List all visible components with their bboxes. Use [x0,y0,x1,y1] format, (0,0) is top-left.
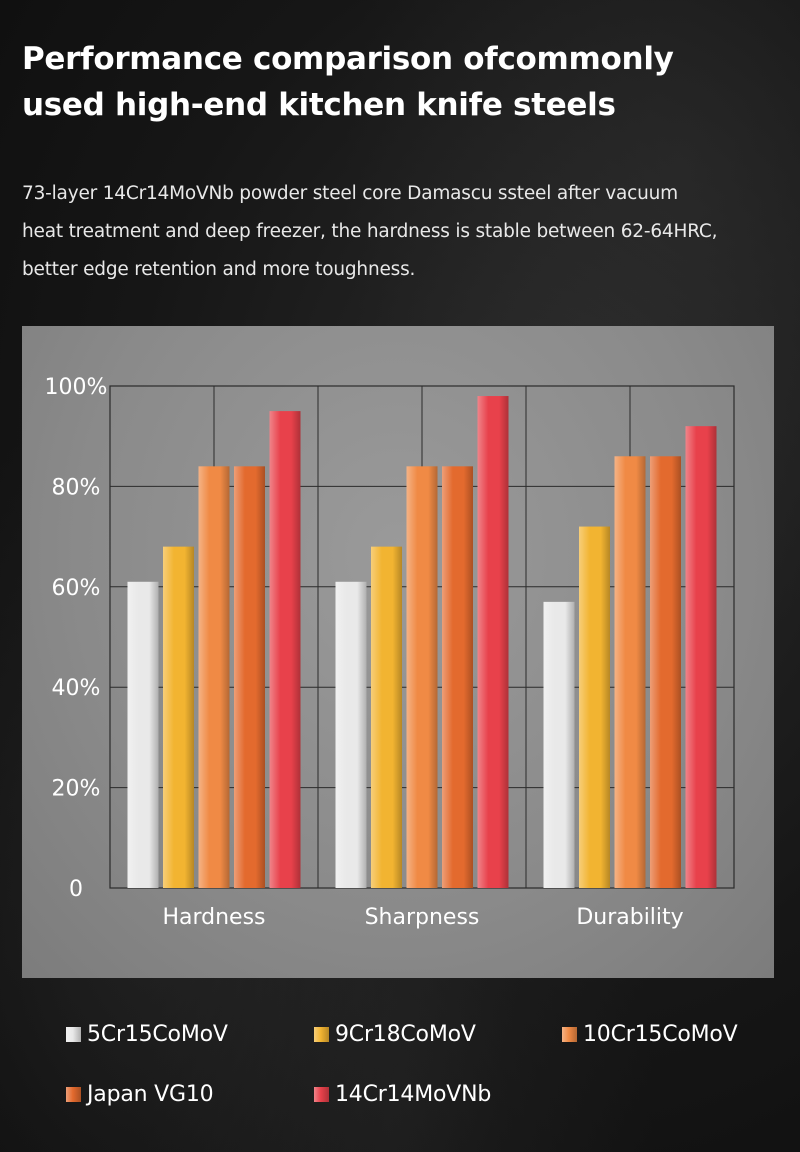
bar-9cr18comov-sharpness [371,546,402,888]
description-line-3: better edge retention and more toughness… [22,259,416,280]
y-tick-label: 100% [45,375,108,400]
bar-japan-vg10-durability [650,456,681,888]
bar-10cr15comov-hardness [198,466,230,888]
bar-5cr15comov-sharpness [335,581,367,888]
bar-9cr18comov-hardness [163,546,194,888]
chart-legend: 5Cr15CoMoV 9Cr18CoMoV 10Cr15CoMoV Japan VG1… [66,1018,786,1118]
legend-item: Japan VG10 [66,1078,214,1110]
legend-label: 14Cr14MoVNb [335,1081,492,1107]
bar-japan-vg10-hardness [234,466,265,888]
legend-label: 9Cr18CoMoV [335,1021,476,1047]
bar-5cr15comov-hardness [127,581,159,888]
bar-14cr14movnb-sharpness [477,396,509,888]
chart-panel: 0 20% 40% 60% 80% 100% Hardness Sharpness Durabi… [22,326,774,978]
legend-item: 14Cr14MoVNb [314,1078,491,1110]
y-tick-label: 60% [52,576,101,601]
legend-swatch [314,1086,329,1102]
y-tick-label: 80% [52,475,101,500]
legend-label: Japan VG10 [87,1081,214,1107]
description: 73-layer 14Cr14MoVNb powder steel core D… [22,175,792,289]
legend-label: 5Cr15CoMoV [87,1021,228,1047]
legend-label: 10Cr15CoMoV [583,1021,738,1047]
bar-5cr15comov-durability [543,601,575,888]
bar-japan-vg10-sharpness [442,466,473,888]
x-tick-label: Durability [576,905,683,930]
bar-14cr14movnb-durability [685,426,717,888]
legend-swatch [562,1026,577,1042]
x-tick-label: Sharpness [365,905,480,930]
bar-chart: 0 20% 40% 60% 80% 100% Hardness Sharpness Durabi… [45,375,735,930]
y-tick-label: 0 [69,877,83,902]
description-line-1: 73-layer 14Cr14MoVNb powder steel core D… [22,183,678,204]
legend-item: 9Cr18CoMoV [314,1018,476,1050]
description-line-2: heat treatment and deep freezer, the har… [22,221,718,242]
page-title: Performance comparison ofcommonly used h… [22,36,782,128]
y-tick-label: 40% [52,676,101,701]
bar-9cr18comov-durability [579,526,610,888]
y-tick-label: 20% [52,777,101,802]
legend-swatch [66,1026,81,1042]
legend-swatch [66,1086,81,1102]
legend-swatch [314,1026,329,1042]
title-line-1: Performance comparison ofcommonly [22,41,674,77]
legend-item: 5Cr15CoMoV [66,1018,228,1050]
x-tick-label: Hardness [162,905,265,930]
legend-item: 10Cr15CoMoV [562,1018,738,1050]
bar-10cr15comov-sharpness [406,466,438,888]
title-line-2: used high-end kitchen knife steels [22,87,616,123]
bar-10cr15comov-durability [614,456,646,888]
bar-14cr14movnb-hardness [269,411,301,888]
